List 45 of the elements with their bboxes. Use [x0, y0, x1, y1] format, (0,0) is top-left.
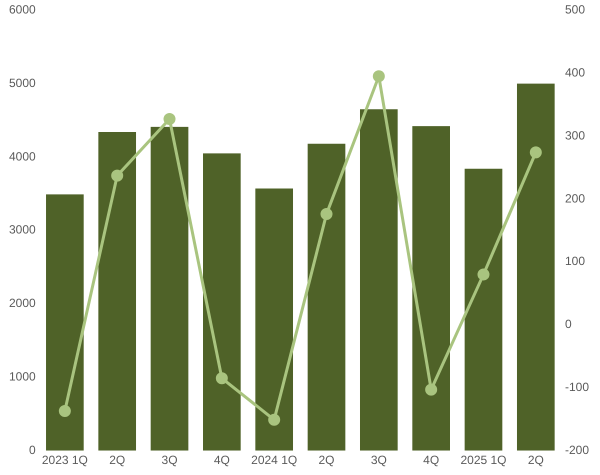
x-tick-label: 2Q — [318, 453, 335, 468]
bar — [308, 144, 346, 451]
bar — [203, 153, 241, 451]
y2-tick-label: 100 — [564, 254, 586, 268]
x-tick-label: 2023 1Q — [42, 453, 88, 468]
y-tick-label: 2000 — [8, 296, 36, 310]
point — [372, 70, 385, 82]
bar — [255, 188, 294, 451]
y-tick-label: 4000 — [8, 149, 36, 164]
point — [58, 404, 71, 417]
y2-tick-label: 200 — [564, 191, 586, 206]
bar — [98, 132, 136, 451]
x-tick-label: 3Q — [370, 453, 387, 468]
point — [477, 268, 490, 280]
y2-tick-label: 400 — [564, 65, 586, 80]
x-tick-label: 2Q — [528, 453, 544, 468]
x-tick-label: 2Q — [109, 453, 126, 468]
y-tick-label: 3000 — [8, 222, 36, 237]
point — [320, 208, 333, 220]
bar — [360, 109, 398, 451]
point — [268, 414, 280, 426]
point — [216, 372, 228, 384]
bar — [150, 126, 188, 451]
bar — [46, 194, 84, 451]
y2-tick-label: 0 — [564, 317, 572, 332]
y-tick-label: 6000 — [8, 2, 36, 17]
point — [111, 170, 124, 182]
x-tick-label: 2024 1Q — [251, 453, 298, 468]
x-tick-label: 4Q — [423, 453, 440, 468]
x-tick-label: 4Q — [214, 453, 230, 468]
point — [164, 113, 176, 126]
point — [530, 146, 542, 158]
bar — [516, 84, 555, 451]
y-tick-label: 1000 — [8, 370, 36, 384]
x-tick-label: 2025 1Q — [460, 453, 507, 468]
point — [425, 384, 438, 396]
y2-tick-label: 300 — [564, 128, 586, 142]
y-tick-label: 5000 — [8, 76, 36, 90]
bar — [412, 126, 450, 451]
y-tick-label: 0 — [29, 442, 36, 457]
y2-tick-label: -100 — [564, 380, 590, 394]
x-tick-label: 3Q — [162, 453, 178, 468]
y2-tick-label: -200 — [564, 442, 590, 457]
bar — [464, 168, 502, 451]
y2-tick-label: 500 — [564, 2, 586, 17]
